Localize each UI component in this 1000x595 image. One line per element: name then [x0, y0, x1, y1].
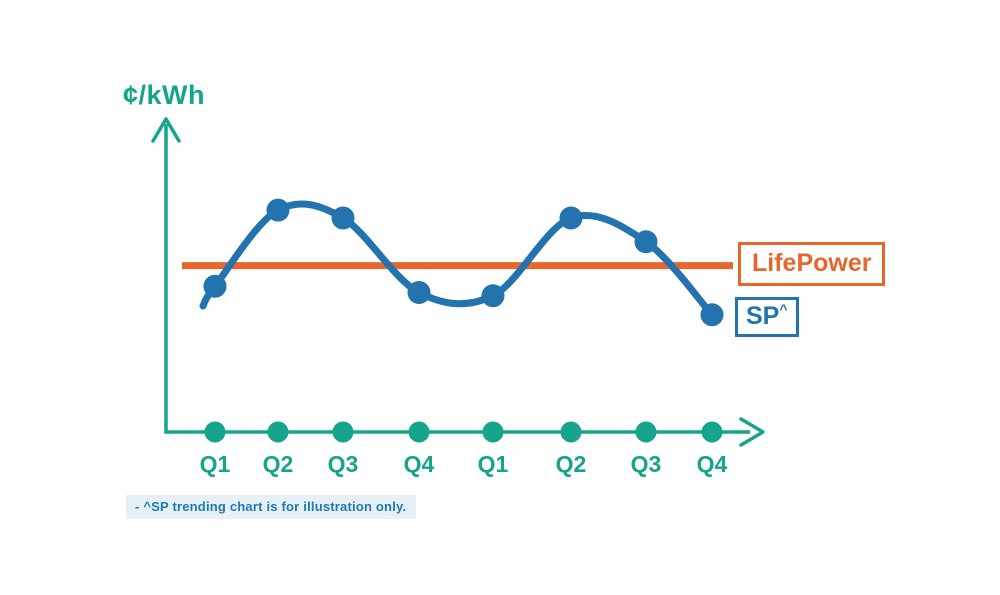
- sp-data-point: [407, 281, 431, 304]
- axis-tick-dot: [560, 421, 582, 443]
- axis-tick-dot: [204, 421, 226, 443]
- x-axis-arrowhead-icon: [739, 417, 765, 447]
- axis-tick-dot: [635, 421, 657, 443]
- legend-lifepower: LifePower: [738, 242, 886, 286]
- legend-sp-superscript: ^: [779, 301, 788, 317]
- sp-data-point: [266, 198, 290, 222]
- y-axis-label: ¢/kWh: [123, 80, 206, 110]
- axis-tick-dot: [408, 421, 430, 443]
- legend-sp-label: SP: [746, 302, 780, 330]
- sp-data-point: [481, 284, 505, 308]
- sp-data-point: [203, 274, 227, 298]
- y-axis-arrowhead-icon: [151, 117, 181, 143]
- axes-lines: [164, 124, 750, 434]
- sp-data-point: [634, 230, 658, 254]
- axis-tick-dot: [482, 421, 504, 443]
- sp-data-point: [331, 206, 355, 230]
- axis-tick-dot: [701, 421, 723, 443]
- legend-lifepower-label: LifePower: [752, 249, 872, 277]
- axis-tick-dot: [267, 421, 289, 443]
- sp-data-point: [700, 303, 724, 327]
- sp-data-point: [559, 206, 583, 230]
- footnote: - ^SP trending chart is for illustration…: [126, 495, 417, 519]
- legend-sp: SP^: [735, 297, 799, 337]
- axis-tick-dot: [332, 421, 354, 443]
